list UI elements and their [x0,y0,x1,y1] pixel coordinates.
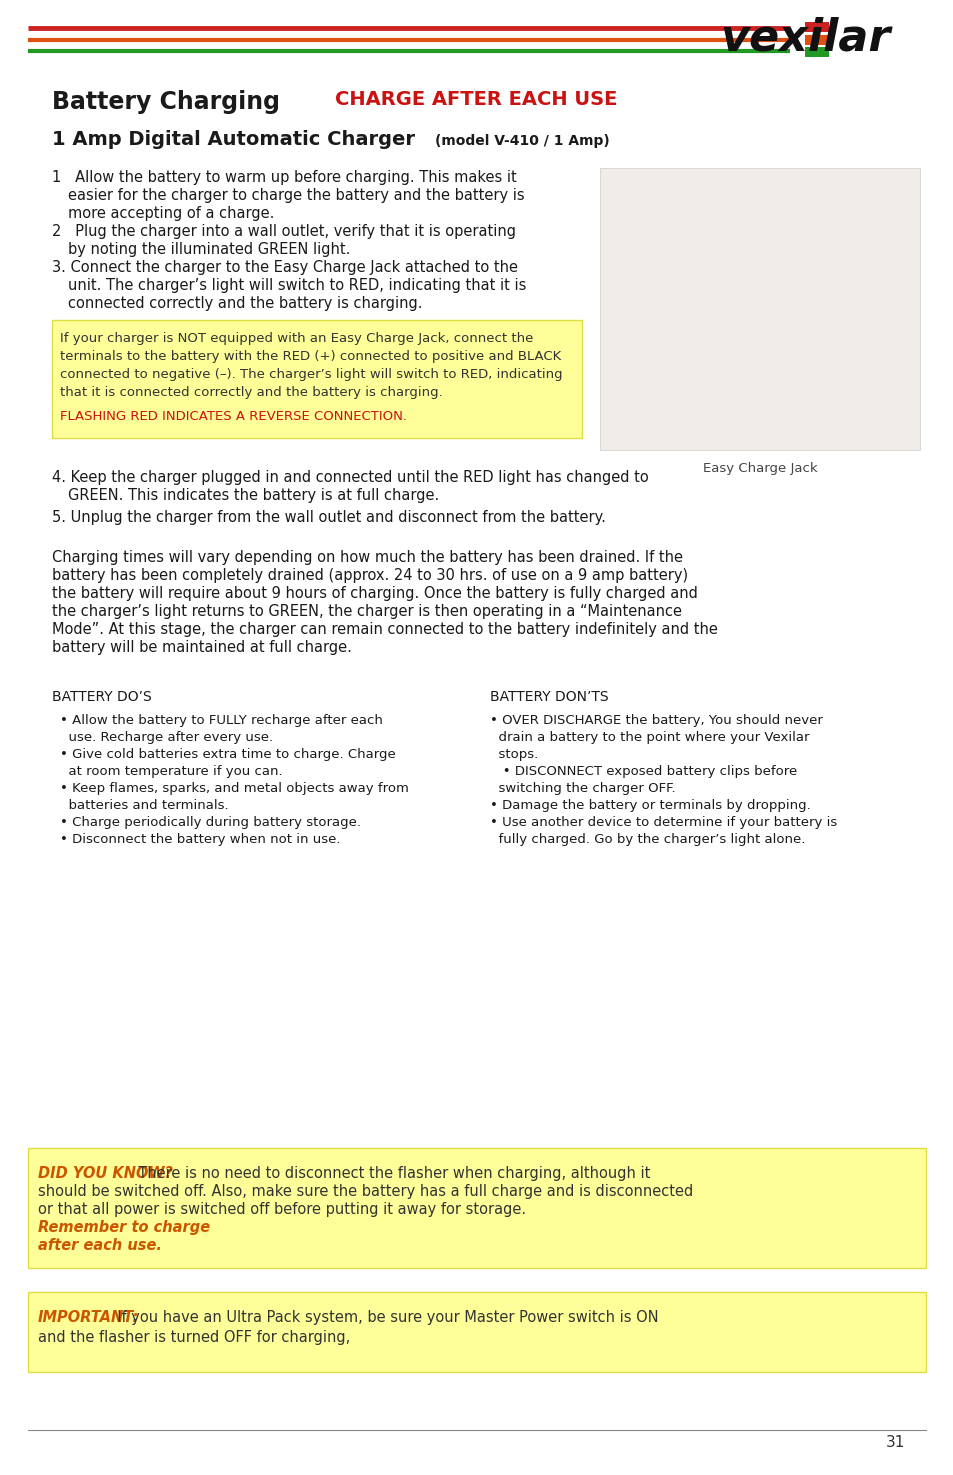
Text: • OVER DISCHARGE the battery, You should never: • OVER DISCHARGE the battery, You should… [490,714,822,727]
Text: If your charger is NOT equipped with an Easy Charge Jack, connect the: If your charger is NOT equipped with an … [60,332,533,345]
Bar [804,35,828,46]
Text: 3. Connect the charger to the Easy Charge Jack attached to the: 3. Connect the charger to the Easy Charg… [52,260,517,274]
Text: • Charge periodically during battery storage.: • Charge periodically during battery sto… [60,816,360,829]
Text: Charging times will vary depending on how much the battery has been drained. If : Charging times will vary depending on ho… [52,550,682,565]
Text: 2   Plug the charger into a wall outlet, verify that it is operating: 2 Plug the charger into a wall outlet, v… [52,224,516,239]
Text: more accepting of a charge.: more accepting of a charge. [68,207,274,221]
Bar [28,1148,925,1268]
Text: the charger’s light returns to GREEN, the charger is then operating in a “Mainte: the charger’s light returns to GREEN, th… [52,603,681,620]
Text: and the flasher is turned OFF for charging,: and the flasher is turned OFF for chargi… [38,1330,350,1345]
Text: battery has been completely drained (approx. 24 to 30 hrs. of use on a 9 amp bat: battery has been completely drained (app… [52,568,687,583]
Text: (model V-410 / 1 Amp): (model V-410 / 1 Amp) [435,134,609,148]
Text: • Damage the battery or terminals by dropping.: • Damage the battery or terminals by dro… [490,799,810,813]
Text: IMPORTANT:: IMPORTANT: [38,1310,139,1325]
Text: If you have an Ultra Pack system, be sure your Master Power switch is ON: If you have an Ultra Pack system, be sur… [108,1310,658,1325]
Text: DID YOU KNOW?: DID YOU KNOW? [38,1167,172,1181]
Text: GREEN. This indicates the battery is at full charge.: GREEN. This indicates the battery is at … [68,488,438,503]
Text: connected to negative (–). The charger’s light will switch to RED, indicating: connected to negative (–). The charger’s… [60,367,562,381]
Text: drain a battery to the point where your Vexilar: drain a battery to the point where your … [490,732,809,743]
Text: There is no need to disconnect the flasher when charging, although it: There is no need to disconnect the flash… [129,1167,650,1181]
Text: switching the charger OFF.: switching the charger OFF. [490,782,675,795]
Bar [599,168,919,450]
Text: by noting the illuminated GREEN light.: by noting the illuminated GREEN light. [68,242,350,257]
Text: use. Recharge after every use.: use. Recharge after every use. [60,732,273,743]
Text: Easy Charge Jack: Easy Charge Jack [702,462,817,475]
Text: fully charged. Go by the charger’s light alone.: fully charged. Go by the charger’s light… [490,833,804,847]
Text: CHARGE AFTER EACH USE: CHARGE AFTER EACH USE [335,90,617,109]
Text: after each use.: after each use. [38,1238,162,1252]
Text: easier for the charger to charge the battery and the battery is: easier for the charger to charge the bat… [68,187,524,204]
Text: 5. Unplug the charger from the wall outlet and disconnect from the battery.: 5. Unplug the charger from the wall outl… [52,510,605,525]
Text: unit. The charger’s light will switch to RED, indicating that it is: unit. The charger’s light will switch to… [68,277,526,294]
Bar [804,22,828,32]
Text: at room temperature if you can.: at room temperature if you can. [60,766,282,777]
Text: or that all power is switched off before putting it away for storage.: or that all power is switched off before… [38,1202,530,1217]
Bar [28,1292,925,1372]
Bar [52,320,581,438]
Bar [804,47,828,58]
Text: vexilar: vexilar [720,16,889,59]
Text: • Keep flames, sparks, and metal objects away from: • Keep flames, sparks, and metal objects… [60,782,409,795]
Text: connected correctly and the battery is charging.: connected correctly and the battery is c… [68,296,422,311]
Text: Battery Charging: Battery Charging [52,90,280,114]
Text: that it is connected correctly and the battery is charging.: that it is connected correctly and the b… [60,386,442,400]
Text: stops.: stops. [490,748,537,761]
Text: • Allow the battery to FULLY recharge after each: • Allow the battery to FULLY recharge af… [60,714,382,727]
Text: • Give cold batteries extra time to charge. Charge: • Give cold batteries extra time to char… [60,748,395,761]
Text: 4. Keep the charger plugged in and connected until the RED light has changed to: 4. Keep the charger plugged in and conne… [52,471,648,485]
Text: • Disconnect the battery when not in use.: • Disconnect the battery when not in use… [60,833,340,847]
Text: battery will be maintained at full charge.: battery will be maintained at full charg… [52,640,352,655]
Text: BATTERY DO’S: BATTERY DO’S [52,690,152,704]
Text: batteries and terminals.: batteries and terminals. [60,799,229,813]
Text: • Use another device to determine if your battery is: • Use another device to determine if you… [490,816,837,829]
Text: the battery will require about 9 hours of charging. Once the battery is fully ch: the battery will require about 9 hours o… [52,586,698,600]
Text: FLASHING RED INDICATES A REVERSE CONNECTION.: FLASHING RED INDICATES A REVERSE CONNECT… [60,410,407,423]
Text: Mode”. At this stage, the charger can remain connected to the battery indefinite: Mode”. At this stage, the charger can re… [52,622,717,637]
Text: • DISCONNECT exposed battery clips before: • DISCONNECT exposed battery clips befor… [490,766,797,777]
Text: 31: 31 [884,1435,904,1450]
Text: 1   Allow the battery to warm up before charging. This makes it: 1 Allow the battery to warm up before ch… [52,170,517,184]
Text: terminals to the battery with the RED (+) connected to positive and BLACK: terminals to the battery with the RED (+… [60,350,560,363]
Text: BATTERY DON’TS: BATTERY DON’TS [490,690,608,704]
Text: Remember to charge: Remember to charge [38,1220,210,1235]
Text: 1 Amp Digital Automatic Charger: 1 Amp Digital Automatic Charger [52,130,415,149]
Text: should be switched off. Also, make sure the battery has a full charge and is dis: should be switched off. Also, make sure … [38,1184,693,1199]
